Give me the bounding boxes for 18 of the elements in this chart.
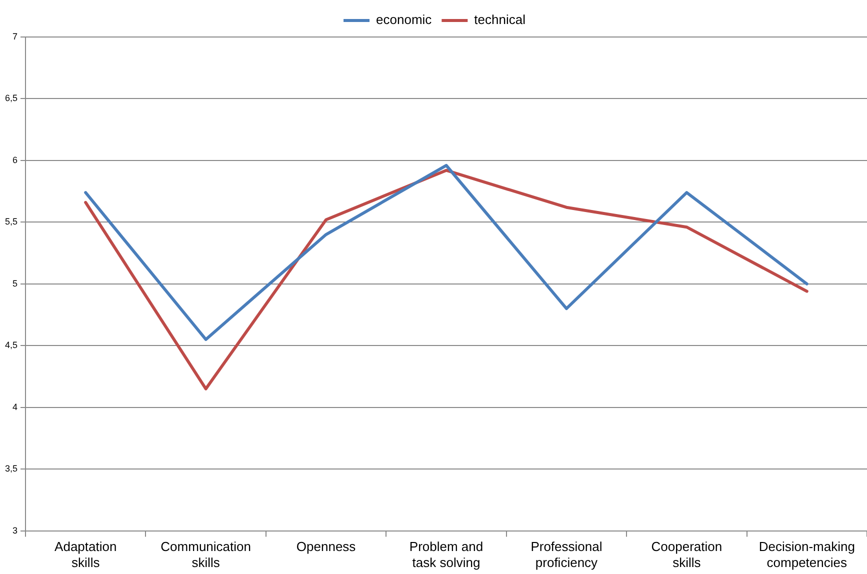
y-tick-label: 5,5: [4, 216, 18, 227]
y-tick-label: 3,5: [4, 464, 18, 474]
y-tick-label: 6,5: [4, 93, 18, 104]
x-tick-label: Problem and task solving: [409, 539, 484, 570]
y-tick-label: 5: [12, 278, 18, 288]
legend-label: technical: [474, 12, 526, 28]
x-tick-label: Openness: [296, 539, 356, 554]
legend-label: economic: [376, 12, 432, 28]
x-tick-label: Professional proficiency: [530, 539, 602, 570]
x-tick-label: Communication skills: [160, 539, 251, 570]
y-tick-label: 4,5: [4, 340, 18, 350]
x-tick-label: Decision-making competencies: [758, 539, 855, 570]
x-tick-label: Adaptation skills: [54, 539, 117, 570]
y-tick-label: 3: [12, 525, 18, 536]
y-tick-label: 4: [12, 402, 18, 412]
x-tick-label: Cooperation skills: [651, 539, 722, 570]
y-tick-label: 7: [12, 31, 18, 42]
y-tick-label: 6: [12, 154, 18, 165]
